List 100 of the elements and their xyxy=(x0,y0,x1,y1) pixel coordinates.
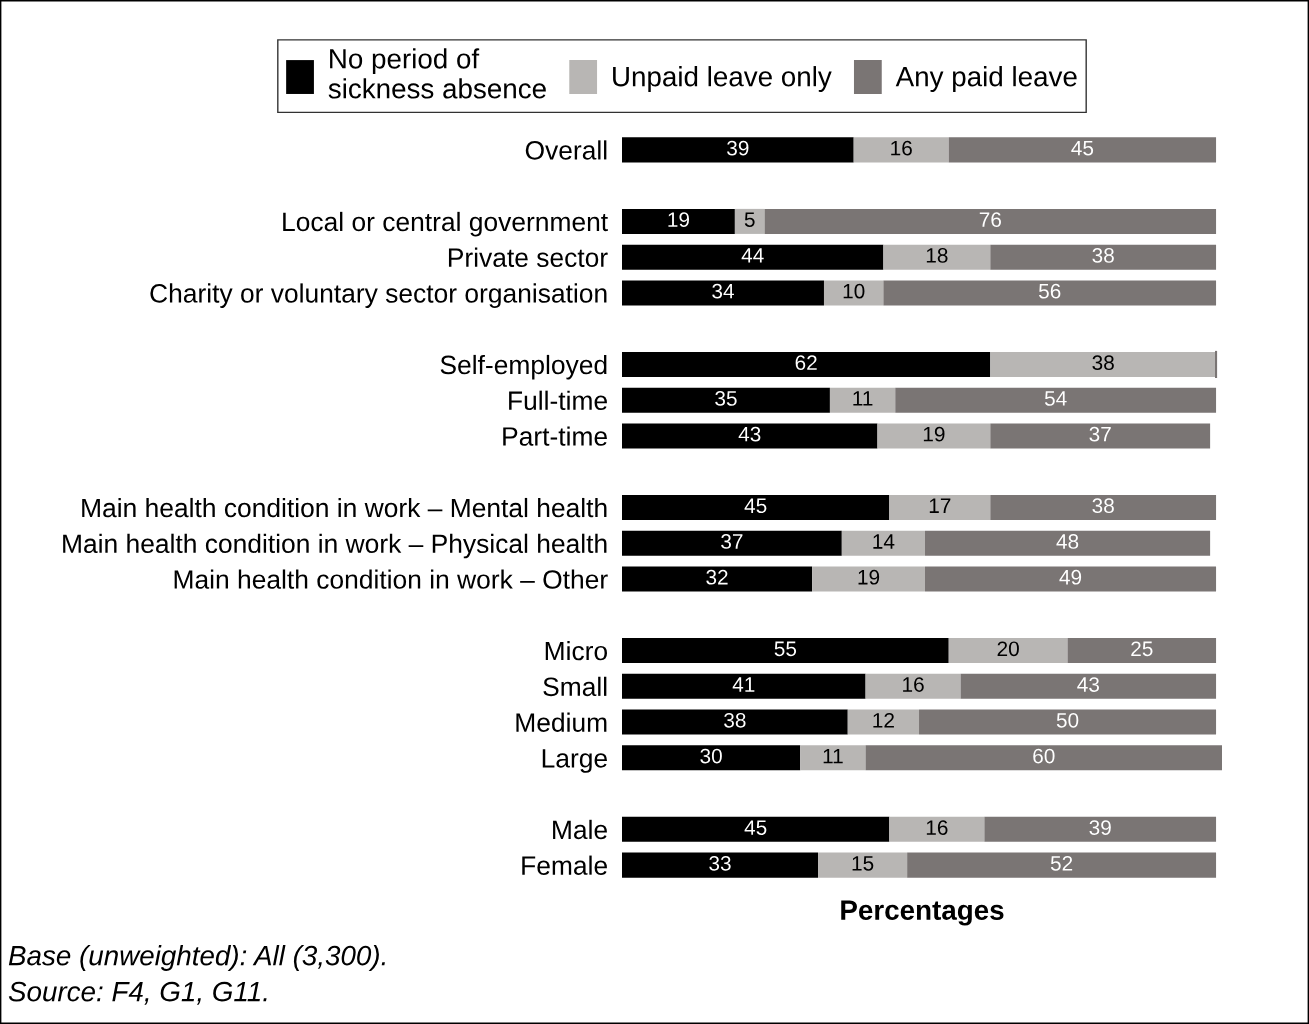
bar xyxy=(622,530,842,556)
legend-label: Any paid leave xyxy=(895,66,1077,92)
data-label: 33 xyxy=(709,855,731,871)
data-label: 44 xyxy=(741,248,764,263)
bar xyxy=(948,638,1068,664)
source-note: Source: F4, G1, G11. xyxy=(8,981,267,1005)
bar xyxy=(1067,638,1217,664)
bar xyxy=(823,280,884,306)
bar xyxy=(865,673,961,699)
bar xyxy=(895,387,1217,413)
data-label: 54 xyxy=(1044,391,1067,406)
data-label: 39 xyxy=(727,140,749,156)
y-tick-label: Large xyxy=(542,749,607,773)
data-label: 56 xyxy=(1038,283,1061,299)
y-tick-label: Self-employed xyxy=(440,354,607,380)
y-tick-label: Micro xyxy=(545,640,608,661)
data-label: 10 xyxy=(843,283,865,299)
bar xyxy=(841,530,925,556)
bar xyxy=(622,638,949,664)
data-label: 20 xyxy=(997,641,1019,657)
bar xyxy=(924,530,1211,556)
bar xyxy=(990,351,1217,377)
legend-label: Unpaid leave only xyxy=(613,66,832,92)
data-label: 76 xyxy=(979,212,1001,227)
data-label: 19 xyxy=(668,212,690,227)
y-tick-label: Small xyxy=(543,676,607,697)
bar xyxy=(622,709,848,735)
bar xyxy=(622,208,735,234)
data-label: 41 xyxy=(732,677,755,692)
data-label: 52 xyxy=(1050,855,1073,871)
bar xyxy=(919,709,1217,735)
data-label: 35 xyxy=(715,391,737,406)
data-label: 45 xyxy=(744,820,767,835)
data-label: 45 xyxy=(744,498,767,514)
bar xyxy=(622,423,878,449)
data-label: 11 xyxy=(853,391,873,406)
data-label: 37 xyxy=(721,534,743,549)
data-label: 50 xyxy=(1056,712,1079,728)
data-label: 38 xyxy=(1092,355,1114,371)
y-tick-label: Local or central government xyxy=(283,211,608,237)
bar xyxy=(622,566,813,592)
bar xyxy=(877,423,991,449)
data-label: 37 xyxy=(1089,426,1111,442)
bar xyxy=(984,816,1217,842)
data-label: 14 xyxy=(873,534,895,549)
x-axis-title: Percentages xyxy=(841,900,1004,926)
bar xyxy=(829,387,896,413)
data-label: 15 xyxy=(852,856,874,871)
y-tick-label: Full-time xyxy=(509,390,607,411)
bar xyxy=(847,709,920,735)
data-label: 30 xyxy=(700,748,722,764)
data-label: 19 xyxy=(923,426,945,442)
bar xyxy=(622,852,819,878)
bar xyxy=(800,745,866,771)
y-tick-label: Main health condition in work – Mental health xyxy=(82,497,607,518)
bar xyxy=(865,745,1222,771)
y-tick-label: Female xyxy=(522,855,607,875)
data-label: 16 xyxy=(903,677,924,692)
bar xyxy=(818,852,908,878)
bar xyxy=(990,423,1211,449)
bar xyxy=(812,566,925,592)
y-tick-label: Main health condition in work – Other xyxy=(174,569,608,589)
data-label: 62 xyxy=(795,355,817,371)
data-label: 45 xyxy=(1071,140,1094,156)
bar xyxy=(622,816,890,842)
bar xyxy=(622,137,854,163)
data-label: 43 xyxy=(738,426,761,442)
bar xyxy=(889,494,991,521)
bar xyxy=(622,280,824,306)
data-label: 19 xyxy=(858,569,880,585)
bar xyxy=(883,244,991,270)
data-label: 48 xyxy=(1056,534,1079,549)
bar xyxy=(907,852,1217,878)
data-label: 60 xyxy=(1033,748,1055,764)
data-label: 16 xyxy=(926,820,948,835)
bar xyxy=(622,351,991,377)
data-label: 39 xyxy=(1089,820,1111,835)
data-label: 49 xyxy=(1059,569,1082,585)
data-label: 16 xyxy=(891,140,912,156)
data-label: 55 xyxy=(774,641,797,657)
bar xyxy=(622,387,830,413)
bar xyxy=(990,244,1217,270)
bar xyxy=(622,494,890,521)
data-label: 38 xyxy=(724,712,746,728)
data-label: 38 xyxy=(1092,248,1114,263)
bar xyxy=(883,280,1217,306)
bar xyxy=(622,244,884,270)
bar xyxy=(960,673,1217,699)
data-label: 18 xyxy=(926,248,948,263)
bar xyxy=(622,745,801,771)
data-label: 38 xyxy=(1092,498,1114,514)
bar xyxy=(948,137,1217,163)
data-label: 32 xyxy=(706,569,728,585)
data-label: 34 xyxy=(712,283,734,299)
y-tick-label: Medium xyxy=(516,712,607,732)
bar xyxy=(924,566,1217,592)
bar xyxy=(734,208,765,234)
bar xyxy=(622,673,866,699)
legend-label: No period of sickness absence xyxy=(328,48,546,99)
y-tick-label: Part-time xyxy=(503,426,607,446)
